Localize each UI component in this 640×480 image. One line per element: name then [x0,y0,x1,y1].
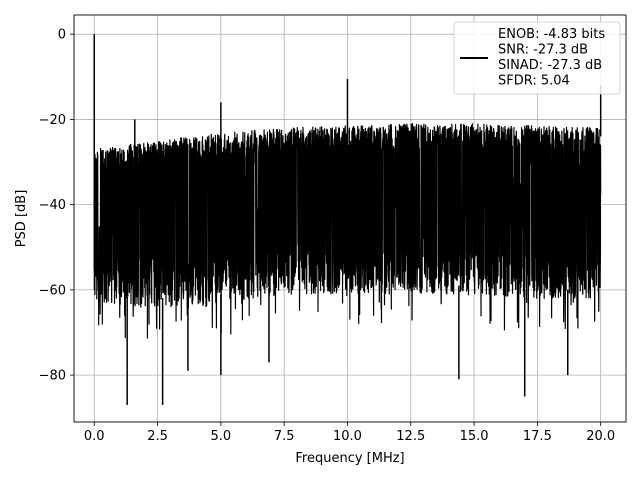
y-axis-ticks: 0 −20 −40 −60 −80 [39,28,74,384]
y-tick-label: −80 [39,369,66,384]
x-tick-label: 7.5 [274,429,295,444]
x-axis-label: Frequency [MHz] [295,451,404,466]
spectrum-line [93,123,602,339]
x-tick-label: 5.0 [211,429,232,444]
y-tick-label: −40 [39,198,66,213]
legend-box [453,21,621,95]
y-tick-label: −20 [39,113,66,128]
series-lines [93,34,602,405]
y-tick-label: 0 [58,28,66,43]
y-axis-label: PSD [dB] [14,190,29,248]
legend-entry-line: SFDR: 5.04 [498,74,570,89]
legend-entry-line: SNR: -27.3 dB [498,43,588,58]
x-tick-label: 0.0 [84,429,105,444]
x-tick-label: 12.5 [396,429,425,444]
y-tick-label: −60 [39,283,66,298]
x-tick-label: 17.5 [523,429,552,444]
plot-area-frame [73,14,627,423]
x-tick-label: 2.5 [147,429,168,444]
x-tick-label: 10.0 [333,429,362,444]
x-tick-label: 15.0 [460,429,489,444]
x-tick-label: 20.0 [586,429,615,444]
x-axis-ticks: 0.0 2.5 5.0 7.5 10.0 12.5 15.0 17.5 20.0 [84,422,615,444]
legend-entry-line: SINAD: -27.3 dB [498,58,602,73]
legend-entry-line: ENOB: -4.83 bits [498,27,605,42]
